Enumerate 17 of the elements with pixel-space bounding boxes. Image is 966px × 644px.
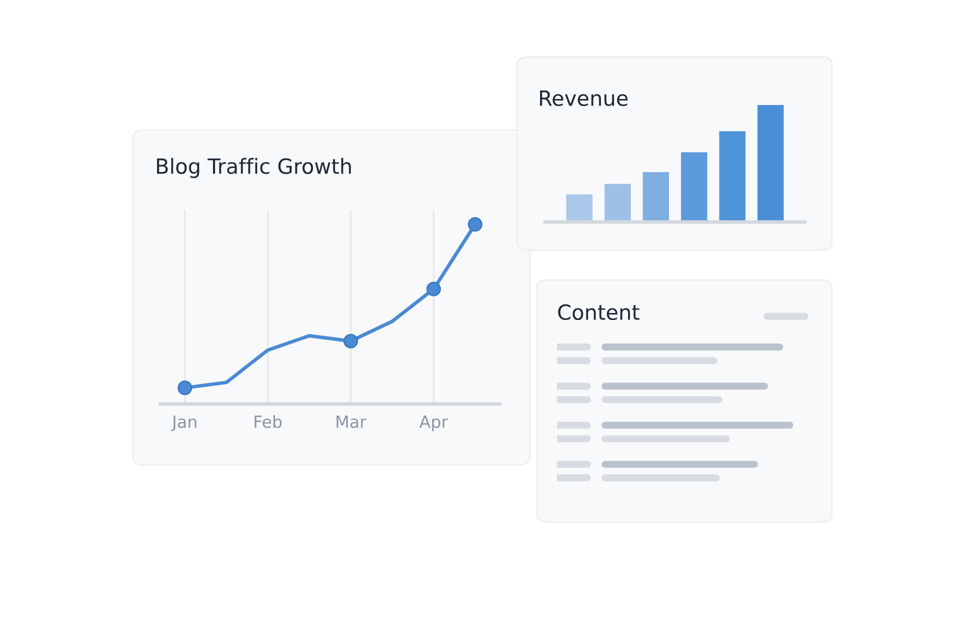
x-tick-label: Jan [171, 416, 196, 432]
x-tick-label: Feb [254, 415, 282, 428]
x-tick-label: Apr [419, 416, 448, 432]
point [426, 282, 441, 296]
chart-title: Revenue [540, 90, 628, 106]
bar [604, 184, 631, 222]
chart-title: Blog Traffic Growth [157, 158, 351, 178]
point [468, 217, 482, 232]
bar [680, 152, 708, 222]
bar [566, 194, 593, 222]
bar [642, 172, 670, 222]
bar [719, 131, 746, 222]
point [343, 334, 358, 348]
point [178, 380, 192, 396]
x-tick-label: Mar [336, 416, 366, 428]
bar [757, 105, 784, 222]
text: Content [558, 304, 640, 320]
